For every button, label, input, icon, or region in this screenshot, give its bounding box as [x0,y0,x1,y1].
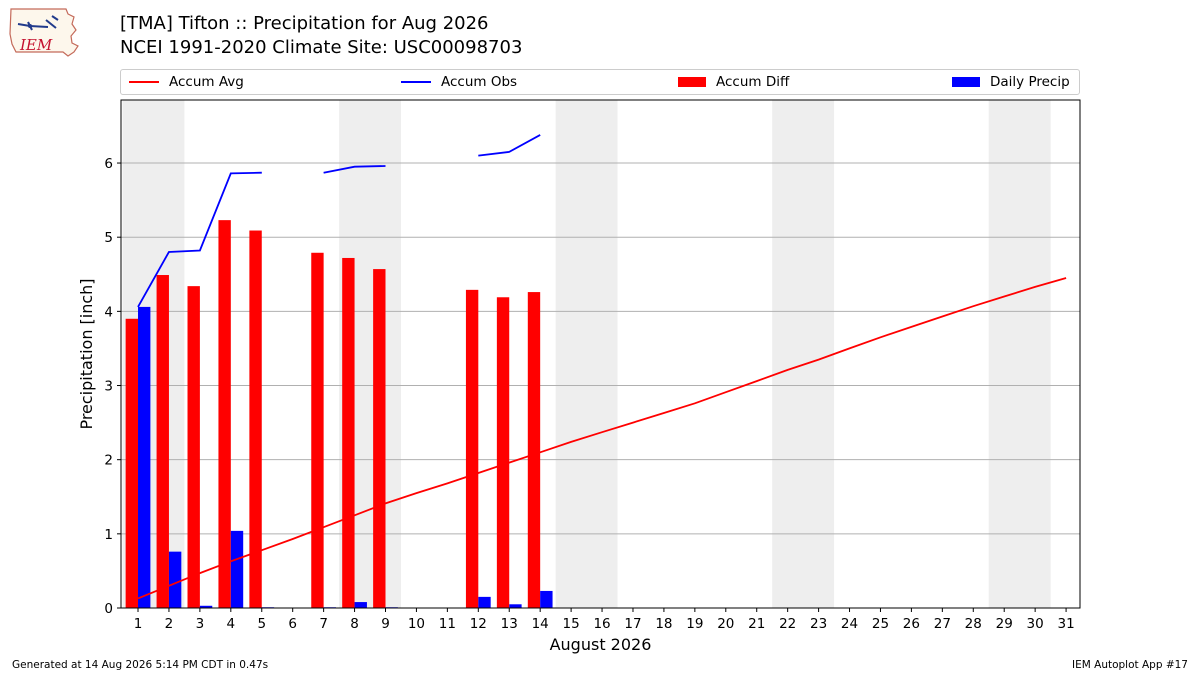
x-tick-label: 1 [134,616,143,632]
x-tick-label: 2 [165,616,174,632]
bar-accum-diff [496,297,510,608]
x-tick-label: 4 [227,616,236,632]
bar-daily-precip [168,551,182,608]
line-accum-obs [323,165,386,174]
x-tick-label: 29 [996,616,1013,632]
bar-accum-diff [249,230,262,608]
bar-daily-precip [199,605,213,608]
chart-subtitle: NCEI 1991-2020 Climate Site: USC00098703 [120,37,523,58]
bar-daily-precip [354,602,367,608]
y-tick-label: 4 [104,304,113,320]
weekend-shade [772,100,835,608]
bar-daily-precip [540,590,553,608]
bar-accum-diff [125,318,139,608]
legend-label: Accum Avg [169,74,244,90]
bar-accum-diff [311,252,324,608]
bar-accum-diff [187,286,200,608]
weekend-shade [555,100,618,608]
legend-accum-obs: Accum Obs [401,70,517,94]
x-tick-label: 3 [196,616,205,632]
footer-app: IEM Autoplot App #17 [1072,659,1188,671]
line-accum-obs [478,134,541,157]
bar-accum-diff [465,289,479,608]
legend-accum-diff: Accum Diff [678,70,789,94]
x-tick-label: 18 [655,616,672,632]
legend-line-red [129,81,159,83]
x-tick-label: 6 [288,616,297,632]
x-tick-label: 23 [810,616,827,632]
legend-daily-precip: Daily Precip [952,70,1070,94]
y-tick-label: 0 [104,601,113,617]
y-tick-label: 6 [104,156,113,172]
bar-daily-precip [478,596,491,608]
legend-label: Accum Diff [716,74,790,90]
line-accum-obs [137,171,262,308]
legend-label: Accum Obs [441,74,518,90]
y-tick-label: 1 [104,527,113,543]
bar-accum-diff [373,269,386,608]
x-tick-label: 20 [717,616,734,632]
legend-line-blue [401,81,431,83]
line-accum-avg [137,277,1067,600]
x-tick-label: 8 [350,616,359,632]
x-tick-label: 11 [439,616,456,632]
legend-box-blue [952,77,980,87]
iem-logo: IEM [9,8,79,57]
chart-title: [TMA] Tifton :: Precipitation for Aug 20… [120,13,489,34]
bar-accum-diff [156,275,169,608]
x-tick-label: 17 [624,616,641,632]
bar-accum-diff [218,220,231,609]
x-tick-label: 12 [470,616,487,632]
legend-box-red [678,77,706,87]
x-tick-label: 30 [1027,616,1044,632]
y-tick-label: 5 [104,230,113,246]
x-tick-label: 16 [593,616,610,632]
x-tick-label: 25 [872,616,889,632]
legend: Accum Avg Accum Obs Accum Diff Daily Pre… [120,69,1080,95]
x-tick-label: 24 [841,616,858,632]
bar-daily-precip [509,604,522,608]
x-tick-label: 9 [381,616,390,632]
footer-generated: Generated at 14 Aug 2026 5:14 PM CDT in … [12,659,269,671]
x-tick-label: 27 [934,616,951,632]
x-tick-label: 19 [686,616,703,632]
y-axis-label: Precipitation [inch] [77,278,96,429]
bar-accum-diff [527,292,541,608]
x-tick-label: 28 [965,616,982,632]
bar-daily-precip [138,306,151,608]
iem-logo-text: IEM [19,36,53,54]
legend-label: Daily Precip [990,74,1070,90]
y-tick-label: 2 [104,453,113,469]
x-tick-label: 26 [903,616,920,632]
bar-accum-diff [342,257,355,608]
x-tick-label: 22 [779,616,796,632]
x-tick-label: 7 [319,616,328,632]
x-tick-label: 10 [408,616,425,632]
weekend-shade [988,100,1051,608]
x-tick-label: 15 [563,616,580,632]
y-tick-label: 3 [104,379,113,395]
legend-accum-avg: Accum Avg [129,70,244,94]
bar-daily-precip [230,530,244,608]
x-tick-label: 14 [532,616,549,632]
plot-frame [120,99,1081,609]
x-axis-label: August 2026 [550,635,652,654]
x-tick-label: 31 [1057,616,1074,632]
x-tick-label: 5 [257,616,266,632]
x-tick-label: 21 [748,616,765,632]
x-tick-label: 13 [501,616,518,632]
